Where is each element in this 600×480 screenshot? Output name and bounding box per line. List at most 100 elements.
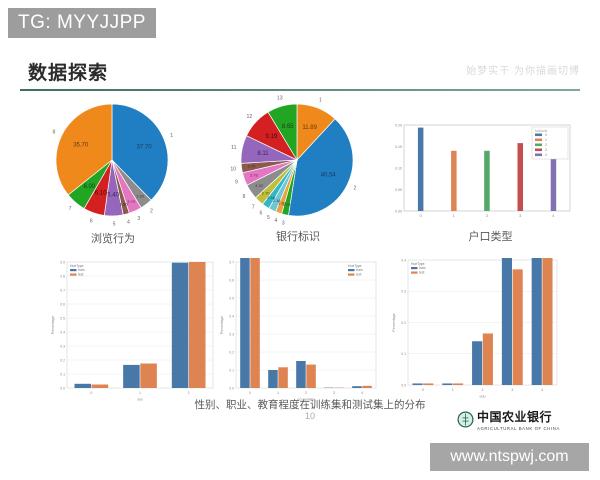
svg-text:0.4: 0.4	[60, 330, 65, 334]
svg-text:sex: sex	[137, 398, 143, 402]
svg-text:0.0: 0.0	[60, 386, 65, 390]
svg-text:hukoulx: hukoulx	[480, 220, 493, 221]
svg-text:9: 9	[235, 179, 238, 185]
svg-text:1: 1	[453, 213, 456, 218]
svg-text:Percentage: Percentage	[51, 316, 55, 334]
svg-text:3.78: 3.78	[250, 173, 259, 178]
svg-text:6.00: 6.00	[84, 184, 96, 190]
svg-text:0.1: 0.1	[60, 372, 65, 376]
svg-text:3: 3	[333, 391, 335, 395]
svg-text:test: test	[419, 270, 425, 274]
svg-text:12: 12	[246, 114, 252, 120]
svg-text:1.80: 1.80	[120, 201, 129, 206]
svg-text:0.2: 0.2	[60, 358, 65, 362]
svg-text:8: 8	[242, 194, 245, 200]
svg-text:0.7: 0.7	[60, 288, 65, 292]
svg-text:0: 0	[90, 391, 92, 395]
svg-text:0: 0	[422, 388, 424, 392]
svg-text:0.4: 0.4	[401, 258, 406, 262]
svg-text:8: 8	[53, 129, 56, 135]
svg-text:2.70: 2.70	[248, 164, 257, 169]
svg-text:Percentage: Percentage	[220, 316, 224, 334]
svg-text:0.6: 0.6	[229, 278, 234, 282]
svg-text:7: 7	[69, 206, 72, 212]
svg-text:1: 1	[277, 391, 279, 395]
svg-text:0.5: 0.5	[229, 296, 234, 300]
svg-text:2: 2	[486, 213, 489, 218]
svg-text:4: 4	[274, 218, 277, 224]
svg-text:0.5: 0.5	[60, 316, 65, 320]
svg-text:2: 2	[545, 143, 547, 147]
svg-text:1: 1	[170, 133, 173, 139]
svg-text:8.65: 8.65	[282, 124, 294, 130]
svg-text:0: 0	[419, 213, 422, 218]
svg-text:6: 6	[90, 218, 93, 224]
svg-text:train: train	[356, 268, 363, 272]
svg-text:1: 1	[319, 97, 322, 103]
svg-text:1: 1	[545, 138, 547, 142]
svg-text:35.70: 35.70	[73, 142, 89, 148]
svg-text:Percentage: Percentage	[392, 313, 396, 331]
svg-text:0.3: 0.3	[401, 290, 406, 294]
svg-text:3: 3	[545, 148, 547, 152]
svg-text:2: 2	[354, 185, 357, 191]
svg-text:11: 11	[231, 145, 236, 151]
svg-text:4: 4	[127, 220, 130, 226]
svg-text:4: 4	[545, 153, 547, 157]
svg-text:0.2: 0.2	[229, 350, 234, 354]
svg-text:0.2: 0.2	[401, 321, 406, 325]
svg-text:2: 2	[305, 391, 307, 395]
svg-text:5: 5	[113, 222, 116, 228]
svg-text:0.10: 0.10	[395, 167, 402, 171]
svg-text:3: 3	[282, 220, 285, 226]
svg-text:4: 4	[361, 391, 363, 395]
svg-text:2.70: 2.70	[262, 191, 271, 196]
svg-text:4: 4	[552, 213, 555, 218]
svg-text:0: 0	[249, 391, 251, 395]
svg-text:0.4: 0.4	[229, 314, 234, 318]
svg-text:0.0: 0.0	[229, 386, 234, 390]
svg-text:11.89: 11.89	[302, 125, 317, 131]
svg-text:0.1: 0.1	[229, 368, 234, 372]
svg-text:1: 1	[139, 391, 141, 395]
svg-text:2: 2	[188, 391, 190, 395]
svg-text:train: train	[78, 268, 85, 272]
svg-text:0.3: 0.3	[60, 344, 65, 348]
svg-text:3: 3	[137, 216, 140, 222]
svg-text:test: test	[356, 272, 362, 276]
svg-text:4.32: 4.32	[255, 183, 264, 188]
svg-text:0.05: 0.05	[395, 188, 402, 192]
svg-text:0.3: 0.3	[229, 332, 234, 336]
svg-text:5: 5	[267, 215, 270, 221]
svg-text:3.70: 3.70	[127, 199, 136, 204]
svg-text:1: 1	[452, 388, 454, 392]
svg-text:10: 10	[230, 167, 236, 173]
svg-text:9.19: 9.19	[265, 134, 277, 140]
svg-text:3: 3	[511, 388, 513, 392]
svg-text:0.6: 0.6	[60, 302, 65, 306]
svg-text:0.7: 0.7	[229, 260, 234, 264]
svg-text:0.9: 0.9	[60, 260, 65, 264]
svg-text:37.70: 37.70	[137, 144, 153, 150]
svg-text:2.16: 2.16	[267, 195, 276, 200]
svg-text:test: test	[78, 272, 84, 276]
svg-text:0.00: 0.00	[395, 210, 402, 214]
svg-text:edu: edu	[480, 395, 486, 399]
svg-text:5.40: 5.40	[107, 192, 119, 198]
svg-text:4: 4	[541, 388, 543, 392]
svg-text:2: 2	[150, 208, 153, 214]
svg-text:0.1: 0.1	[401, 352, 406, 356]
svg-text:40.54: 40.54	[321, 173, 337, 179]
svg-text:7: 7	[252, 205, 255, 211]
svg-text:3.60: 3.60	[136, 193, 145, 198]
svg-text:train: train	[419, 266, 426, 270]
svg-text:0.15: 0.15	[395, 145, 402, 149]
svg-text:0.8: 0.8	[60, 274, 65, 278]
svg-text:13: 13	[277, 95, 283, 101]
svg-text:2: 2	[482, 388, 484, 392]
svg-text:0: 0	[545, 133, 547, 137]
svg-text:0.0: 0.0	[401, 383, 406, 387]
svg-text:6: 6	[259, 211, 262, 217]
svg-text:0.20: 0.20	[395, 124, 402, 128]
svg-text:8.11: 8.11	[257, 151, 269, 157]
